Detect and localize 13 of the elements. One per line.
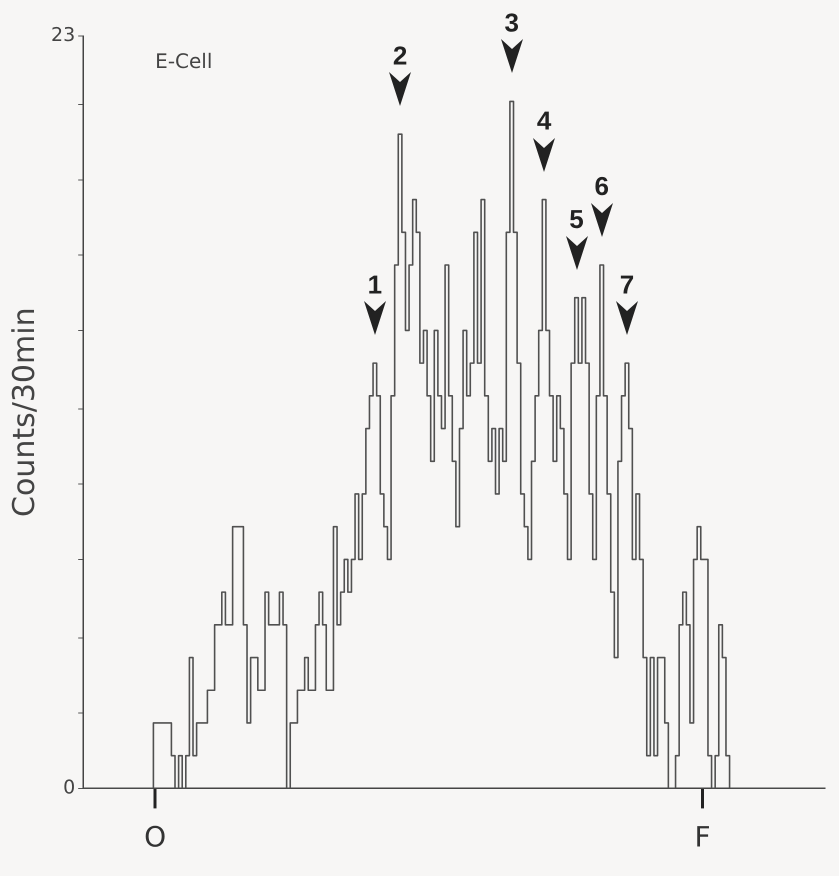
- y-axis-title: Counts/30min: [6, 307, 42, 517]
- x-tick-label: O: [144, 820, 166, 854]
- annotation: 1: [368, 269, 382, 300]
- annotation: 2: [392, 40, 408, 70]
- annotation: 6: [594, 171, 609, 202]
- annotation: 3: [504, 8, 519, 38]
- y-tick-label: 23: [50, 24, 76, 46]
- y-tick-label: 0: [63, 776, 76, 798]
- annotation: 4: [536, 106, 552, 136]
- annotation: E-Cell: [155, 49, 212, 74]
- annotation: 7: [620, 269, 634, 300]
- annotation: 5: [569, 204, 584, 234]
- x-tick-label: F: [694, 820, 711, 854]
